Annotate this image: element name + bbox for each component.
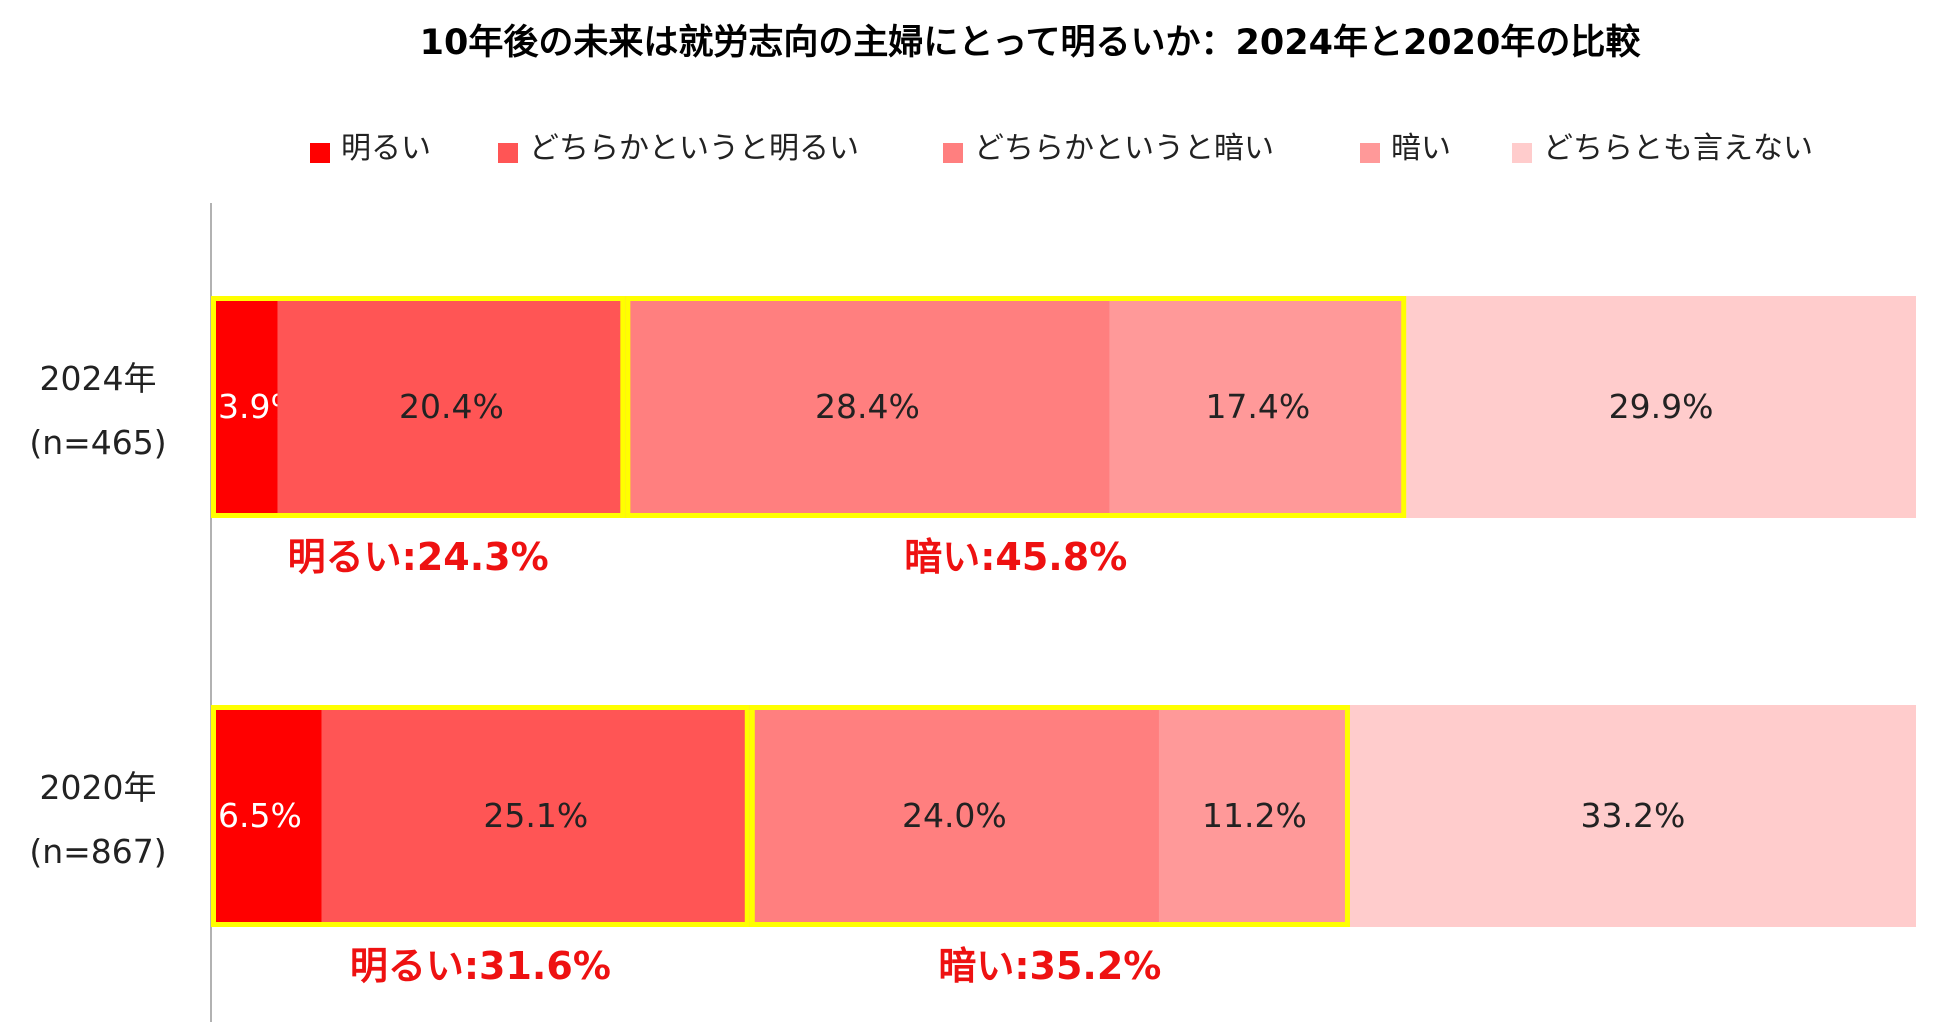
data-label: 25.1% — [483, 796, 588, 835]
bar-segment — [211, 296, 278, 518]
bar-segment — [211, 705, 322, 927]
legend-swatch-4 — [1512, 143, 1532, 163]
bar-segment — [749, 705, 1159, 927]
legend-swatch-0 — [310, 143, 330, 163]
data-label: 28.4% — [815, 387, 920, 426]
bar-segment — [625, 296, 1110, 518]
bars: 3.9% 20.4% 28.4% 17.4% 29.9%2024年(n=465)明るい:… — [29, 296, 1916, 988]
bar-segment — [277, 296, 626, 518]
bar-segment — [1349, 705, 1916, 927]
summary-label: 暗い:45.8% — [904, 535, 1127, 579]
data-label: 20.4% — [399, 387, 504, 426]
legend-label-4: どちらとも言えない — [1543, 131, 1813, 166]
summary-label: 明るい:31.6% — [350, 944, 611, 988]
bar-segment — [1158, 705, 1350, 927]
legend: 明るい どちらかというと明るい どちらかというと暗い 暗い どちらとも言えない — [310, 131, 1813, 166]
legend-swatch-1 — [498, 143, 518, 163]
data-label: 11.2% — [1202, 796, 1307, 835]
data-label: 17.4% — [1205, 387, 1310, 426]
highlight-box — [625, 296, 1407, 518]
legend-label-2: どちらかというと暗い — [974, 131, 1274, 166]
chart-title: 10年後の未来は就労志向の主婦にとって明るいか：2024年と2020年の比較 — [420, 23, 1642, 63]
legend-label-1: どちらかというと明るい — [529, 131, 859, 166]
category-label: 2020年 — [40, 768, 157, 807]
highlight-box — [211, 296, 626, 518]
summary-label: 暗い:35.2% — [938, 944, 1161, 988]
data-label: 24.0% — [902, 796, 1007, 835]
legend-swatch-3 — [1360, 143, 1380, 163]
highlight-box — [749, 705, 1350, 927]
data-label: 33.2% — [1581, 796, 1686, 835]
legend-label-3: 暗い — [1391, 131, 1451, 166]
category-sublabel: (n=465) — [29, 423, 166, 462]
highlight-box — [211, 705, 750, 927]
summary-label: 明るい:24.3% — [288, 535, 549, 579]
bar-segment — [1406, 296, 1916, 518]
category-sublabel: (n=867) — [29, 832, 166, 871]
bar-segment — [1109, 296, 1407, 518]
data-label: 29.9% — [1609, 387, 1714, 426]
legend-label-0: 明るい — [341, 131, 431, 166]
bar-segment — [321, 705, 750, 927]
data-label: 6.5% — [218, 796, 302, 835]
legend-swatch-2 — [943, 143, 963, 163]
category-label: 2024年 — [40, 359, 157, 398]
